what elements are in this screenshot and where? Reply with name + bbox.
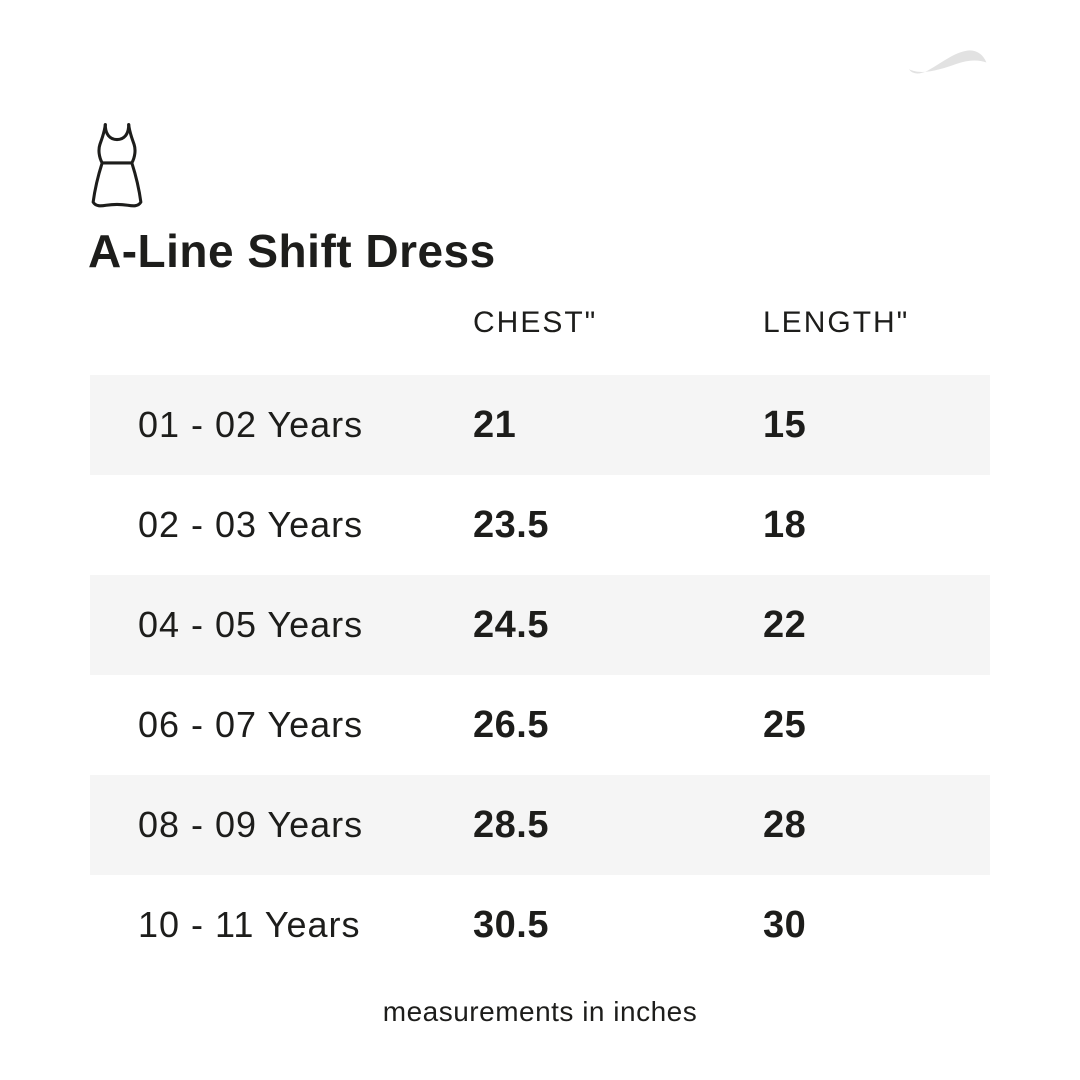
table-row: 01 - 02 Years 21 15 <box>90 375 990 475</box>
length-cell: 25 <box>763 703 807 746</box>
chest-column-header: CHEST" <box>473 306 598 339</box>
wave-swoosh-icon <box>909 50 987 74</box>
table-row: 06 - 07 Years 26.5 25 <box>90 675 990 775</box>
chest-cell: 21 <box>473 403 517 446</box>
chest-cell: 26.5 <box>473 703 549 746</box>
age-cell: 10 - 11 Years <box>138 904 361 945</box>
chest-cell: 30.5 <box>473 903 549 946</box>
size-table: CHEST" LENGTH" 01 - 02 Years 21 15 02 - … <box>90 305 990 975</box>
age-cell: 08 - 09 Years <box>138 804 364 845</box>
length-column-header: LENGTH" <box>763 306 910 339</box>
measurements-footnote: measurements in inches <box>382 996 698 1027</box>
age-cell: 04 - 05 Years <box>138 604 364 645</box>
length-cell: 28 <box>763 803 807 846</box>
table-row: 08 - 09 Years 28.5 28 <box>90 775 990 875</box>
table-row: 04 - 05 Years 24.5 22 <box>90 575 990 675</box>
chest-cell: 24.5 <box>473 603 549 646</box>
length-cell: 30 <box>763 903 807 946</box>
age-cell: 01 - 02 Years <box>138 404 364 445</box>
age-cell: 06 - 07 Years <box>138 704 364 745</box>
table-body: 01 - 02 Years 21 15 02 - 03 Years 23.5 1… <box>90 375 990 975</box>
length-cell: 18 <box>763 503 807 546</box>
table-row: 02 - 03 Years 23.5 18 <box>90 475 990 575</box>
chest-cell: 23.5 <box>473 503 549 546</box>
dress-icon <box>91 123 143 208</box>
table-header-row: CHEST" LENGTH" <box>90 305 990 375</box>
length-cell: 15 <box>763 403 807 446</box>
length-cell: 22 <box>763 603 807 646</box>
page-title: A-Line Shift Dress <box>88 225 496 277</box>
chest-cell: 28.5 <box>473 803 549 846</box>
table-row: 10 - 11 Years 30.5 30 <box>90 875 990 975</box>
age-cell: 02 - 03 Years <box>138 504 364 545</box>
